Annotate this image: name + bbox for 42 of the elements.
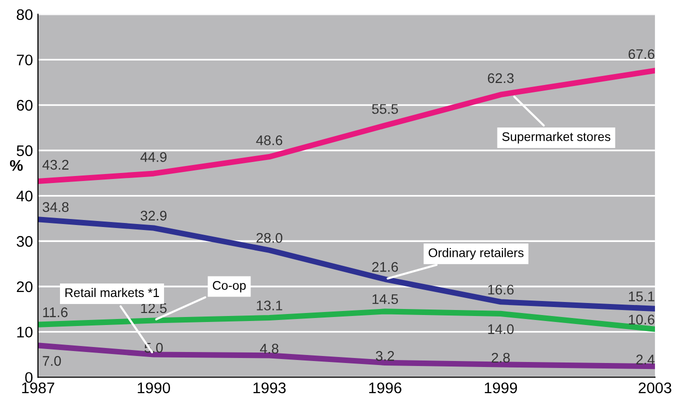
data-label: 16.6 [488,284,514,295]
data-label: 4.8 [260,344,278,354]
data-label: 28.0 [256,232,282,243]
data-label: 13.1 [256,300,282,310]
text: Ordinary retailers [428,248,524,260]
data-label: 15.1 [628,292,654,302]
y-tick-label: 10 [17,326,33,338]
data-label: 44.9 [140,152,167,162]
y-tick-label: 20 [16,281,33,292]
x-tick-label: 1990 [138,382,170,394]
data-label: 21.6 [372,262,398,272]
data-label: 43.2 [42,160,68,170]
data-label: 3.2 [376,351,394,361]
data-label: 11.6 [43,307,68,318]
y-tick-label: 60 [16,100,33,111]
y-axis-title: % [10,160,23,171]
y-tick-label: 80 [16,9,33,20]
data-label: 14.0 [488,324,514,334]
data-label: 2.4 [636,354,655,364]
y-tick-label: 50 [16,145,33,156]
x-tick-label: 2003 [638,382,672,394]
y-tick-label: 40 [16,190,33,202]
data-label: 67.6 [628,49,654,60]
data-label: 2.8 [492,352,510,363]
x-tick-label: 1993 [254,382,286,394]
data-label: 10.6 [628,314,654,325]
y-tick-label: 70 [16,54,33,66]
data-label: 48.6 [256,135,282,146]
text: Co-op [212,280,246,292]
text: Supermarket stores [502,132,610,144]
y-tick-label: 30 [16,236,33,247]
y-tick-label: 0 [25,372,33,383]
data-label: 32.9 [140,210,167,221]
data-label: 7.0 [42,356,61,366]
x-tick-label: 1987 [22,382,54,394]
data-label: 55.5 [372,104,398,114]
data-label: 62.3 [488,73,514,84]
x-tick-label: 1996 [369,382,402,394]
x-tick-label: 1999 [484,382,517,394]
text: Retail markets *1 [65,288,159,298]
data-label: 34.8 [42,202,69,212]
data-label: 14.5 [372,294,398,304]
